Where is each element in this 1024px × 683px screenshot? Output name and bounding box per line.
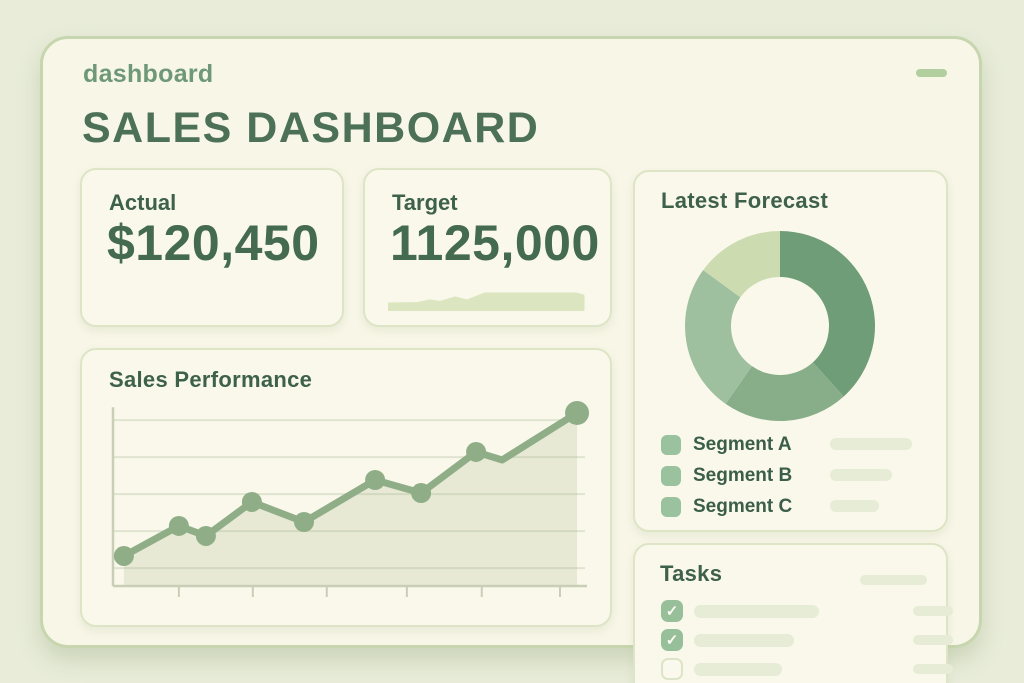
- task-checkbox-unchecked[interactable]: [661, 658, 683, 680]
- task-text-placeholder: [694, 605, 819, 618]
- legend-value-placeholder: [830, 438, 912, 450]
- stat-label-target: Target: [392, 190, 458, 215]
- legend-item: Segment A: [661, 429, 931, 460]
- sales-performance-title: Sales Performance: [109, 367, 313, 392]
- legend-label: Segment B: [693, 464, 793, 486]
- legend-label: Segment C: [693, 495, 793, 517]
- task-meta-placeholder: [913, 606, 953, 616]
- sales-performance-panel: Sales Performance: [80, 348, 612, 627]
- legend-swatch-icon: [661, 496, 681, 517]
- legend-label: Segment A: [693, 433, 792, 455]
- minimize-icon[interactable]: [916, 69, 947, 77]
- legend-swatch-icon: [661, 465, 681, 486]
- stat-value-actual: $120,450: [107, 215, 320, 271]
- legend-value-placeholder: [830, 500, 879, 512]
- forecast-title: Latest Forecast: [661, 188, 829, 213]
- tasks-header-placeholder: [860, 575, 927, 585]
- forecast-panel: Latest Forecast Segment A Segment B Segmen…: [633, 170, 948, 532]
- task-meta-placeholder: [913, 635, 953, 645]
- stat-label-actual: Actual: [109, 190, 177, 215]
- breadcrumb: dashboard: [83, 60, 214, 88]
- stat-card-actual: Actual $120,450: [80, 168, 344, 327]
- task-row: ✓: [661, 629, 953, 653]
- legend-swatch-icon: [661, 434, 681, 455]
- legend-item: Segment B: [661, 460, 931, 491]
- stat-card-target: Target 1125,000: [363, 168, 612, 327]
- task-text-placeholder: [694, 663, 782, 676]
- stat-value-target: 1125,000: [390, 215, 600, 271]
- legend-item: Segment C: [661, 491, 931, 522]
- task-checkbox-checked[interactable]: ✓: [661, 600, 683, 622]
- tasks-panel: Tasks ✓ ✓: [633, 543, 953, 683]
- task-row: [661, 658, 953, 682]
- task-text-placeholder: [694, 634, 794, 647]
- target-sparkline-chart: [388, 292, 585, 311]
- forecast-legend: Segment A Segment B Segment C: [661, 429, 931, 522]
- forecast-donut-chart: [685, 231, 875, 421]
- page-title: SALES DASHBOARD: [82, 104, 540, 152]
- task-checkbox-checked[interactable]: ✓: [661, 629, 683, 651]
- task-meta-placeholder: [913, 664, 953, 674]
- tasks-title: Tasks: [660, 561, 723, 586]
- task-row: ✓: [661, 600, 953, 624]
- sales-performance-line-chart: [111, 400, 590, 597]
- legend-value-placeholder: [830, 469, 892, 481]
